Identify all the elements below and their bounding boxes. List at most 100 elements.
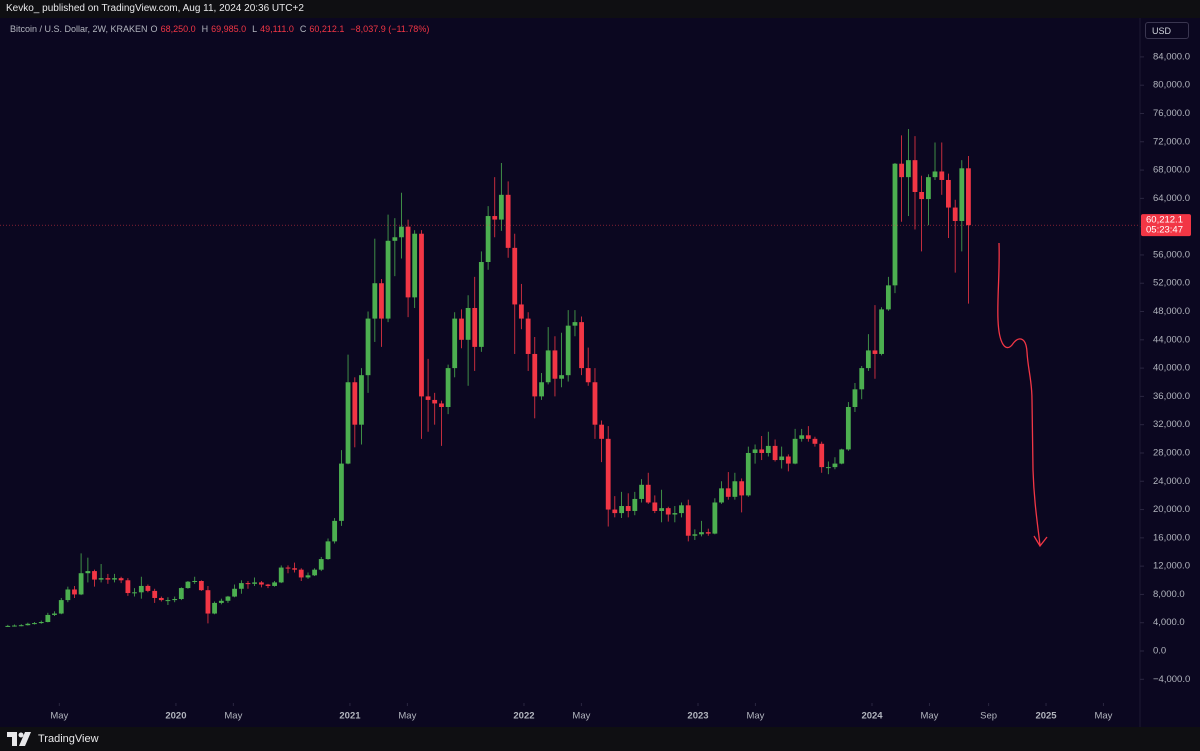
y-tick-label: 48,000.0 [1153,306,1190,317]
y-tick-label: 4,000.0 [1153,617,1185,628]
candle-body [58,600,64,614]
candle-body [425,396,431,400]
candle-body [645,484,651,503]
candle-body [705,532,711,534]
candle-body [218,600,224,603]
y-tick-label: 52,000.0 [1153,278,1190,289]
candle-body [779,456,785,461]
candle-body [852,389,858,408]
candle-body [305,575,311,578]
candle-body [232,588,237,597]
candle-body [45,614,51,623]
candle-body [158,597,164,601]
candle-body [272,582,278,586]
candle-body [125,580,131,594]
x-tick-label: May [224,711,242,722]
candle-body [238,583,244,589]
candle-body [138,585,144,593]
candle-body [92,571,97,580]
candle-body [792,438,798,464]
candle-body [579,322,584,369]
y-tick-label: 76,000.0 [1153,108,1190,119]
candle-body [959,168,965,221]
candle-body [905,160,911,178]
candle-body [132,592,137,594]
candle-body [112,578,117,580]
candle-body [832,463,838,468]
x-tick-label: 2025 [1035,711,1057,722]
candle-body [899,163,904,178]
candle-body [345,382,351,464]
candle-body [25,623,31,626]
candle-body [379,283,384,319]
x-tick-label: May [1094,711,1112,722]
candle-body [38,622,44,624]
candle-body [78,573,84,595]
y-tick-label: 64,000.0 [1153,193,1190,204]
legend-label: L [252,24,258,34]
candle-body [385,240,391,319]
brand-name: TradingView [38,733,99,745]
footer: TradingView [0,727,1200,751]
y-tick-label: 84,000.0 [1153,51,1190,62]
candle-body [372,283,378,319]
candle-body [52,613,57,615]
candle-body [966,168,971,226]
candle-body [492,216,498,220]
x-tick-label: 2024 [861,711,883,722]
candle-body [192,580,198,582]
candle-body [632,498,638,511]
candle-body [799,435,805,439]
candle-body [732,481,738,497]
candle-body [5,625,11,627]
candle-body [278,567,284,583]
candle-body [352,382,358,425]
candle-body [912,160,918,192]
y-tick-label: 36,000.0 [1153,391,1190,402]
y-tick-label: 40,000.0 [1153,363,1190,374]
candle-body [859,368,865,390]
candle-body [292,568,298,570]
candle-body [612,509,618,514]
candle-body [245,583,251,585]
legend-change: −8,037.9 (−11.78%) [350,24,430,34]
candle-body [478,262,484,347]
candle-body [939,171,945,180]
symbol-legend: Bitcoin / U.S. Dollar, 2W, KRAKEN O 68,25… [10,24,432,34]
legend-value: 49,111.0 [260,24,294,34]
candle-body [265,584,271,586]
candle-body [252,582,257,584]
candle-body [512,247,518,305]
candle-body [952,207,958,221]
last-price-box [1141,214,1191,237]
y-tick-label: 20,000.0 [1153,504,1190,515]
y-tick-label: 44,000.0 [1153,334,1190,345]
y-tick-label: 72,000.0 [1153,136,1190,147]
candle-body [585,368,591,383]
brand-logo [7,732,31,746]
legend-label: H [201,24,209,34]
candle-body [772,445,778,461]
currency-button[interactable]: USD [1145,22,1189,39]
candle-body [725,488,731,497]
candle-body [872,350,878,354]
candle-body [32,623,37,625]
candle-body [839,449,845,464]
y-tick-label: 16,000.0 [1153,532,1190,543]
candle-body [85,571,91,574]
candle-body [545,350,551,383]
legend-value: 60,212.1 [309,24,345,34]
chart-background [0,18,1200,727]
candle-body [318,559,324,570]
legend-label: O [150,24,158,34]
candle-body [225,596,231,601]
candle-body [685,505,691,536]
candle-body [592,382,598,425]
candle-body [765,445,771,453]
legend-value: 69,985.0 [211,24,247,34]
candle-body [65,589,71,601]
candle-body [172,599,178,601]
y-tick-label: 68,000.0 [1153,165,1190,176]
candle-body [198,580,204,591]
candle-body [12,625,17,627]
